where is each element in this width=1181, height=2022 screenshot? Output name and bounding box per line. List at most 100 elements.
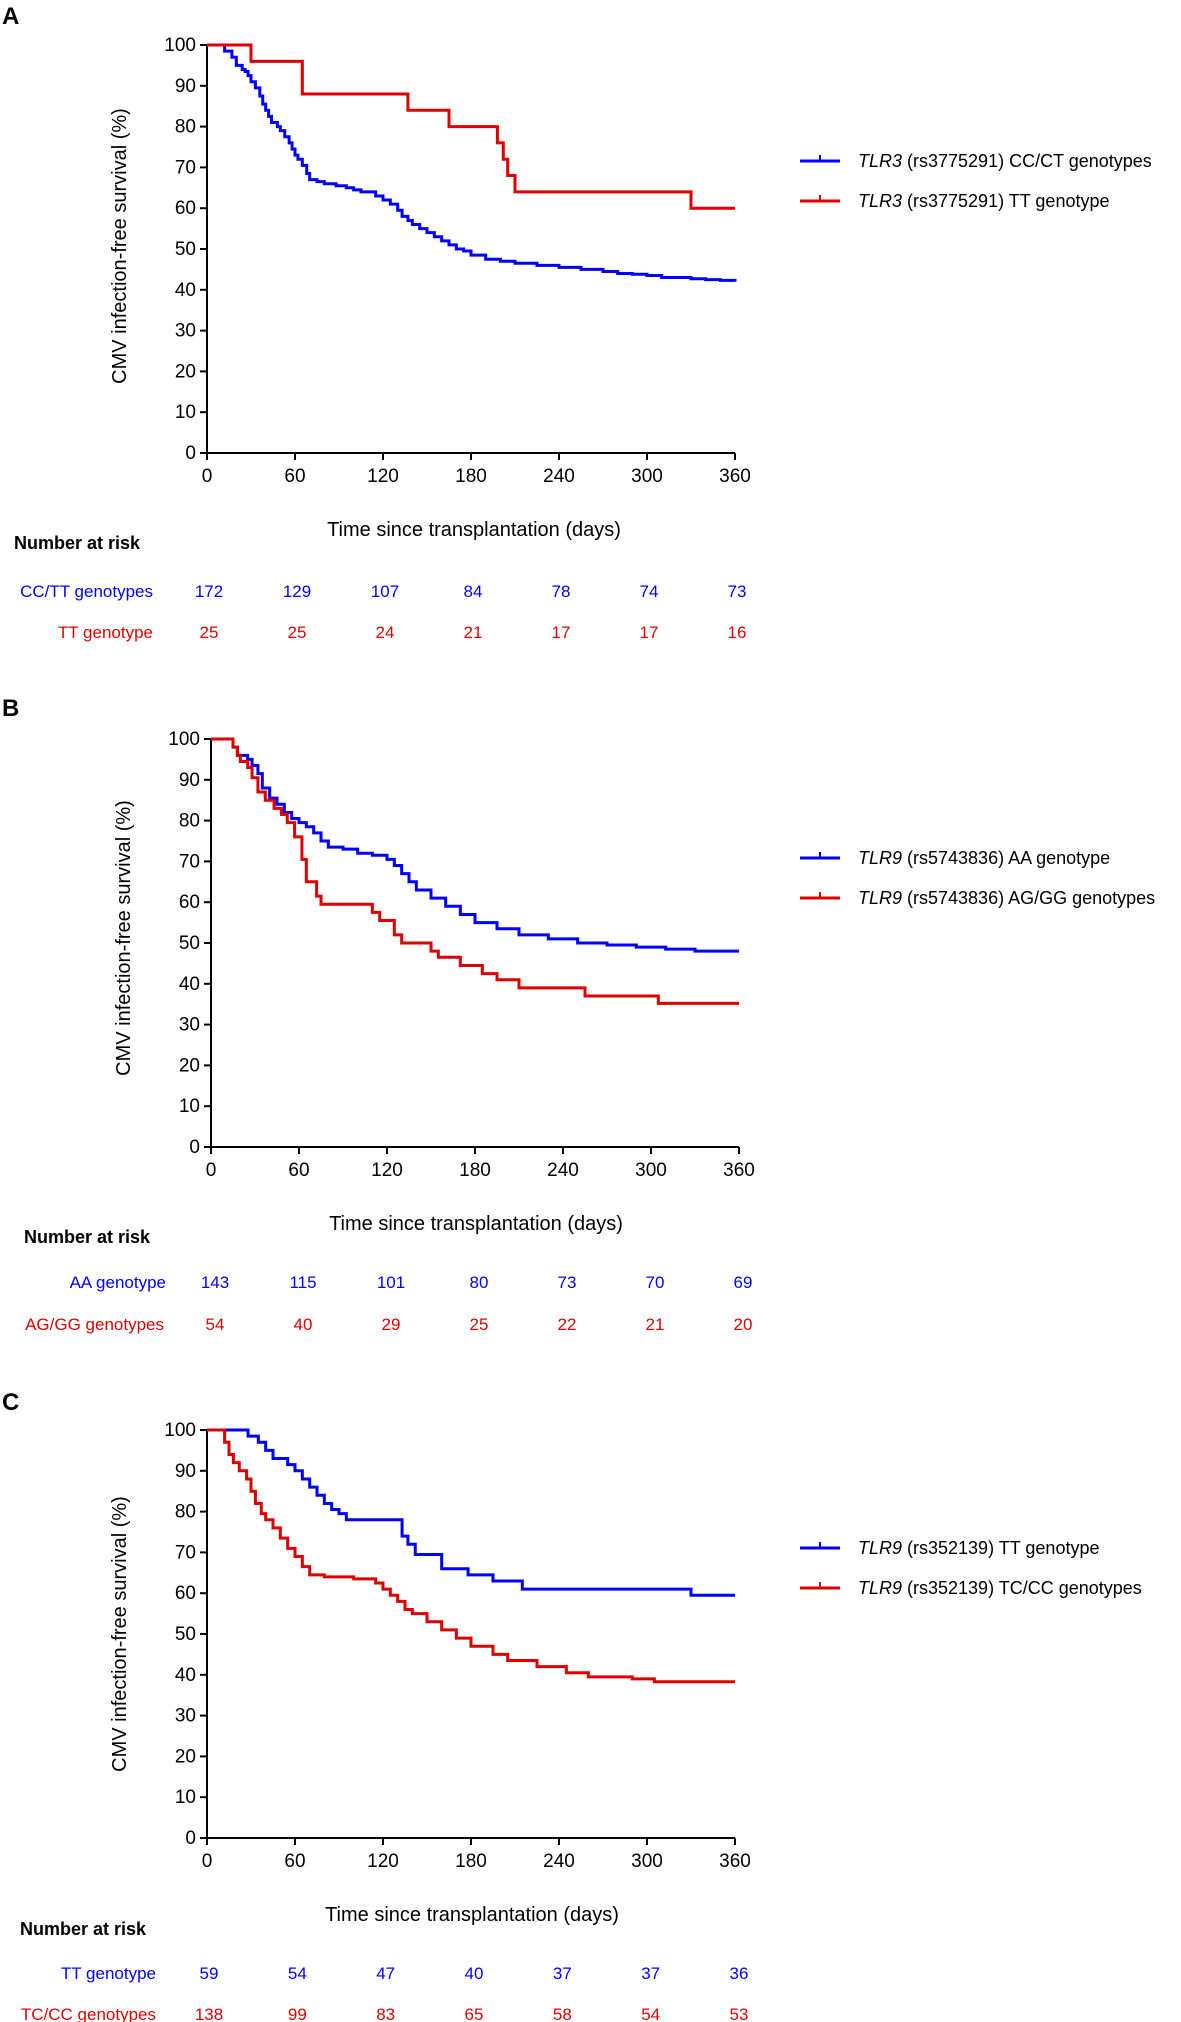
risk-count: 69: [734, 1273, 753, 1292]
x-tick-label: 0: [202, 1851, 213, 1872]
y-tick-label: 90: [175, 76, 196, 97]
risk-count: 129: [283, 582, 311, 601]
y-tick-label: 90: [175, 1461, 196, 1482]
legend-label: TLR9 (rs352139) TT genotype: [858, 1538, 1099, 1558]
x-tick-label: 180: [455, 1851, 487, 1872]
x-tick-label: 180: [459, 1160, 491, 1181]
risk-count: 84: [464, 582, 483, 601]
x-tick-label: 180: [455, 466, 487, 487]
axes: 0 10 20 30 40 50 60 70 80 90 100 0 60 120 180 240 300 360: [168, 729, 755, 1181]
risk-count: 59: [200, 1964, 219, 1983]
x-tick-label: 300: [631, 1851, 663, 1872]
survival-curve-blue: [207, 1428, 735, 1597]
risk-count: 25: [288, 623, 307, 642]
risk-count: 24: [376, 623, 395, 642]
y-tick-label: 10: [175, 1787, 196, 1808]
risk-row-label: TT genotype: [58, 623, 153, 642]
y-tick-label: 40: [179, 974, 200, 995]
risk-row-label: AG/GG genotypes: [25, 1315, 164, 1334]
legend-description: (rs5743836) AG/GG genotypes: [902, 888, 1155, 908]
y-tick-label: 0: [185, 1828, 196, 1849]
risk-count: 36: [730, 1964, 749, 1983]
panel-label: C: [2, 1389, 19, 1416]
risk-count: 22: [558, 1315, 577, 1334]
risk-count: 99: [288, 2005, 307, 2022]
risk-count: 21: [464, 623, 483, 642]
survival-curve-blue: [211, 737, 739, 953]
risk-count: 70: [646, 1273, 665, 1292]
y-tick-label: 40: [175, 280, 196, 301]
x-tick-label: 120: [367, 1851, 399, 1872]
y-tick-label: 20: [175, 1746, 196, 1767]
legend-entry: TLR3 (rs3775291) CC/CT genotypes: [800, 151, 1152, 171]
risk-count: 65: [465, 2005, 484, 2022]
risk-row-label: TT genotype: [61, 1964, 156, 1983]
y-tick-label: 100: [164, 35, 196, 56]
risk-count: 78: [552, 582, 571, 601]
risk-row-label: AA genotype: [70, 1273, 166, 1292]
y-tick-label: 0: [189, 1137, 200, 1158]
y-tick-label: 70: [175, 1542, 196, 1563]
y-tick-label: 10: [175, 402, 196, 423]
legend-label: TLR9 (rs352139) TC/CC genotypes: [858, 1578, 1142, 1598]
y-tick-label: 50: [179, 933, 200, 954]
risk-row-label: TC/CC genotypes: [21, 2005, 156, 2022]
risk-count: 54: [206, 1315, 225, 1334]
risk-table-title: Number at risk: [20, 1919, 147, 1939]
x-axis-title: Time since transplantation (days): [327, 519, 621, 541]
risk-count: 107: [371, 582, 399, 601]
x-tick-label: 300: [635, 1160, 667, 1181]
risk-count: 40: [465, 1964, 484, 1983]
y-tick-label: 30: [175, 321, 196, 342]
risk-count: 16: [728, 623, 747, 642]
risk-count: 115: [289, 1273, 316, 1292]
risk-table-title: Number at risk: [14, 533, 141, 553]
risk-count: 21: [646, 1315, 665, 1334]
y-axis-title: CMV infection-free survival (%): [109, 1496, 131, 1772]
y-tick-label: 50: [175, 1624, 196, 1645]
series-layer: [211, 737, 739, 1005]
risk-table: AA genotype 143 115 101 80 73 70 69 AG/GG genoty…: [25, 1273, 752, 1334]
y-tick-label: 40: [175, 1665, 196, 1686]
survival-curve-red: [207, 43, 735, 210]
y-tick-label: 70: [179, 851, 200, 872]
x-tick-label: 60: [284, 466, 305, 487]
risk-count: 47: [376, 1964, 395, 1983]
y-tick-label: 20: [175, 361, 196, 382]
legend-gene-name: TLR3: [858, 151, 902, 171]
risk-count: 53: [730, 2005, 749, 2022]
x-tick-label: 120: [371, 1160, 403, 1181]
series-layer: [207, 43, 737, 282]
y-tick-label: 10: [179, 1096, 200, 1117]
y-tick-label: 50: [175, 239, 196, 260]
legend-gene-name: TLR9: [858, 888, 902, 908]
y-tick-label: 80: [179, 811, 200, 832]
y-tick-label: 0: [185, 443, 196, 464]
y-tick-label: 30: [175, 1706, 196, 1727]
risk-count: 25: [200, 623, 219, 642]
legend: TLR9 (rs352139) TT genotype TLR9 (rs35213…: [800, 1538, 1142, 1598]
risk-count: 80: [470, 1273, 489, 1292]
x-tick-label: 360: [723, 1160, 755, 1181]
x-tick-label: 360: [719, 1851, 751, 1872]
risk-count: 143: [201, 1273, 229, 1292]
legend-label: TLR3 (rs3775291) TT genotype: [858, 191, 1109, 211]
y-tick-label: 60: [175, 1583, 196, 1604]
y-tick-label: 90: [179, 770, 200, 791]
risk-count: 74: [640, 582, 659, 601]
y-tick-label: 60: [175, 198, 196, 219]
risk-count: 73: [728, 582, 747, 601]
legend-description: (rs352139) TC/CC genotypes: [902, 1578, 1142, 1598]
risk-table: TT genotype 59 54 47 40 37 37 36 TC/CC genotypes…: [21, 1964, 749, 2022]
panel-b: B CMV infection-free survival (%) Time s…: [2, 695, 1155, 1334]
x-axis-title: Time since transplantation (days): [325, 1904, 619, 1926]
risk-count: 83: [376, 2005, 395, 2022]
risk-count: 17: [640, 623, 659, 642]
legend-entry: TLR9 (rs5743836) AG/GG genotypes: [800, 888, 1155, 908]
risk-count: 101: [377, 1273, 405, 1292]
x-tick-label: 60: [288, 1160, 309, 1181]
x-tick-label: 240: [543, 1851, 575, 1872]
x-tick-label: 120: [367, 466, 399, 487]
y-tick-label: 60: [179, 892, 200, 913]
